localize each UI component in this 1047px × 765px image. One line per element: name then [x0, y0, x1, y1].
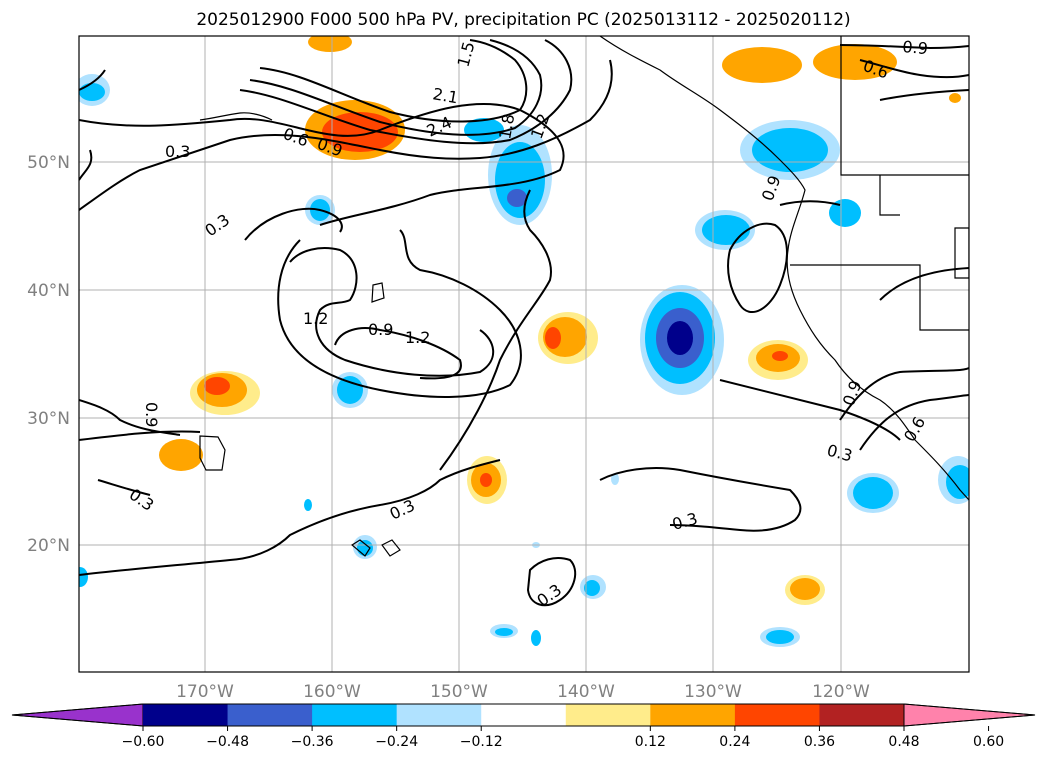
colorbar-extend-low: [11, 703, 144, 727]
colorbar-tick-label: 0.48: [888, 734, 919, 750]
pv-contour-label: 0.9: [142, 402, 161, 427]
colorbar-bin: [143, 704, 229, 726]
pv-contour-label: 0.3: [165, 142, 190, 161]
colorbar-bin: [396, 704, 482, 726]
latitude-labels: 50°N 40°N 30°N 20°N: [27, 153, 70, 556]
colorbar-tick-label: −0.24: [375, 734, 418, 750]
pv-contour-label: 1.8: [495, 112, 518, 140]
lat-label-40n: 40°N: [27, 281, 70, 301]
colorbar: −0.60 −0.48 −0.36 −0.24 −0.12 0.12 0.24 0.36 0.4…: [11, 703, 1036, 750]
pv-contour-label: 0.9: [368, 320, 393, 339]
colorbar-bin: [481, 704, 567, 726]
colorbar-bin: [312, 704, 398, 726]
pv-contour-label: 1.2: [303, 309, 328, 328]
colorbar-tick-label: −0.12: [460, 734, 503, 750]
pv-contour-labels: 0.3 0.3 0.3 0.3 0.3 0.3 0.3 0.6 0.6 0.9 …: [126, 37, 929, 610]
map-title: 2025012900 F000 500 hPa PV, precipitatio…: [196, 10, 851, 30]
colorbar-tick-label: −0.48: [206, 734, 249, 750]
lat-label-20n: 20°N: [27, 536, 70, 556]
colorbar-tick-label: −0.36: [291, 734, 334, 750]
map-border: [78, 35, 970, 673]
lat-label-30n: 30°N: [27, 409, 70, 429]
colorbar-bin: [650, 704, 736, 726]
colorbar-bin: [227, 704, 313, 726]
pv-contour-label: 2.1: [431, 84, 459, 107]
longitude-labels: 170°W 160°W 150°W 140°W 130°W 120°W: [176, 682, 870, 702]
pv-contour-label: 1.2: [405, 328, 430, 347]
colorbar-tick-label: 0.36: [804, 734, 835, 750]
colorbar-extend-high: [903, 703, 1036, 727]
lon-label-160w: 160°W: [303, 682, 361, 702]
colorbar-bin: [819, 704, 905, 726]
lon-label-170w: 170°W: [176, 682, 234, 702]
lon-label-130w: 130°W: [684, 682, 742, 702]
colorbar-tick-label: 0.12: [635, 734, 666, 750]
precip-positive-anomalies: [159, 36, 961, 605]
precip-negative-anomalies: [79, 74, 969, 647]
pv-contours: [79, 39, 969, 607]
lat-label-50n: 50°N: [27, 153, 70, 173]
lon-label-150w: 150°W: [430, 682, 488, 702]
colorbar-tick-label: 0.60: [973, 734, 1004, 750]
lon-label-140w: 140°W: [557, 682, 615, 702]
colorbar-bin: [734, 704, 820, 726]
colorbar-tick-label: −0.60: [122, 734, 165, 750]
lon-label-120w: 120°W: [812, 682, 870, 702]
colorbar-tick-label: 0.24: [719, 734, 750, 750]
pv-contour-label: 0.9: [902, 37, 929, 58]
colorbar-bin: [565, 704, 651, 726]
coastlines: [199, 36, 969, 557]
